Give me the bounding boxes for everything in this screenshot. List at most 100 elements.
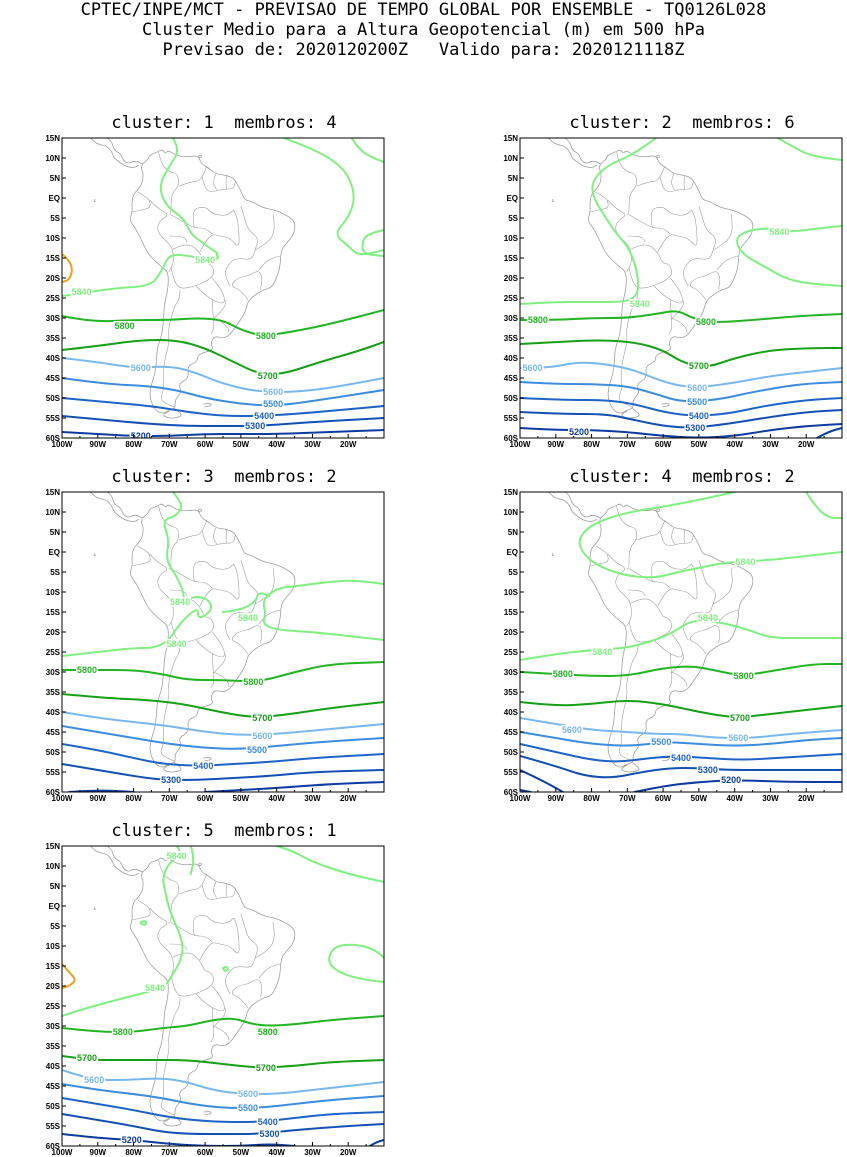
contour-label: 5400	[689, 411, 709, 421]
contour-label: 5600	[562, 725, 582, 735]
lon-label: 30W	[304, 794, 321, 803]
lat-label: EQ	[506, 194, 518, 203]
contour-label-bg	[129, 363, 152, 372]
contour-label: 5600	[728, 733, 748, 743]
contour-label-bg	[521, 363, 544, 372]
country-border	[713, 213, 733, 251]
country-border	[590, 545, 609, 567]
contour-label-bg	[251, 731, 274, 740]
lat-label: 55S	[46, 414, 61, 423]
lat-label: EQ	[48, 902, 60, 911]
lat-label: EQ	[48, 548, 60, 557]
contour-line	[275, 846, 384, 883]
contour-label: 5800	[528, 315, 548, 325]
contour-line	[62, 339, 384, 375]
lat-label: 45S	[504, 374, 519, 383]
country-border	[149, 907, 174, 981]
lat-label: 50S	[46, 394, 61, 403]
lon-label: 70W	[161, 794, 178, 803]
lon-label: 80W	[125, 1148, 142, 1157]
lat-label: 15S	[46, 254, 61, 263]
lon-label: 40W	[726, 794, 743, 803]
country-border	[195, 631, 225, 658]
contour-label: 5840	[735, 557, 755, 567]
lon-label: 90W	[90, 1148, 107, 1157]
panel-4-title: cluster: 4 membros: 2	[569, 467, 795, 487]
contour-line	[62, 1015, 384, 1033]
contour-label-bg	[687, 411, 710, 420]
lat-label: 40S	[46, 708, 61, 717]
lon-label: 90W	[548, 440, 565, 449]
lat-label: 20S	[504, 628, 519, 637]
contour-label: 5600	[84, 1075, 104, 1085]
island	[661, 403, 670, 408]
map-frame	[61, 491, 385, 793]
lon-label: 80W	[125, 794, 142, 803]
contour-label-bg	[684, 423, 707, 432]
contour-label: 5840	[698, 613, 718, 623]
map-panel-2: 5840 5840 5800 5800 5700 5600 5600 5500 5400 5300…	[503, 134, 843, 449]
map-panel-4: 5840 5840 5840 5800 5800 5700 5600 5600 55005400…	[503, 488, 843, 803]
island	[93, 552, 97, 556]
country-border	[170, 214, 213, 235]
coastline	[90, 846, 140, 876]
country-border	[169, 589, 188, 597]
country-border	[210, 653, 214, 689]
contour-line	[633, 779, 842, 792]
country-border	[255, 567, 275, 605]
contour-label: 5800	[243, 677, 263, 687]
map-frame	[519, 137, 843, 439]
lat-label: 20S	[46, 982, 61, 991]
contour-label-bg	[111, 1027, 134, 1036]
lon-label: 20W	[340, 794, 357, 803]
country-border	[192, 207, 234, 229]
lat-label: 30S	[504, 668, 519, 677]
lat-label: 10N	[503, 508, 518, 517]
lat-label: 15N	[503, 134, 518, 143]
contour-label: 5500	[263, 399, 283, 409]
country-border	[199, 563, 240, 607]
country-border	[232, 625, 263, 655]
contour-line	[222, 592, 271, 613]
coastline	[557, 138, 601, 165]
contour-label: 5200	[569, 427, 589, 437]
lat-label: 5N	[50, 528, 60, 537]
coastline	[129, 149, 296, 414]
lat-label: 40S	[504, 708, 519, 717]
contour-label: 5600	[687, 383, 707, 393]
island	[93, 906, 97, 910]
country-border	[607, 553, 632, 627]
island	[656, 508, 660, 512]
island	[203, 757, 212, 762]
header-line-3: Previsao de: 2020120200Z Valido para: 20…	[162, 40, 685, 60]
lat-label: 50S	[504, 748, 519, 757]
lat-label: 15S	[46, 608, 61, 617]
contour-label: 5400	[258, 1117, 278, 1127]
lon-label: 60W	[197, 794, 214, 803]
country-border	[657, 563, 698, 607]
lat-label: 60S	[504, 434, 519, 443]
contour-line	[62, 492, 213, 657]
contour-line	[361, 229, 384, 257]
lat-label: 35S	[504, 688, 519, 697]
contour-label: 5840	[145, 983, 165, 993]
lon-label: 20W	[340, 1148, 357, 1157]
contour-line	[62, 397, 384, 417]
country-border	[653, 631, 683, 658]
country-border	[160, 289, 181, 408]
lat-label: 10N	[45, 862, 60, 871]
contour-label: 5800	[256, 331, 276, 341]
contour-line	[62, 377, 384, 407]
contour-label: 5300	[685, 423, 705, 433]
contour-line	[62, 415, 384, 427]
contour-label-bg	[120, 1135, 143, 1144]
contour-line	[282, 138, 384, 256]
contour-label-bg	[237, 613, 260, 622]
lat-label: 10S	[504, 588, 519, 597]
lat-label: 15N	[45, 134, 60, 143]
lon-label: 90W	[90, 440, 107, 449]
contour-line	[736, 225, 842, 287]
contour-line	[805, 492, 842, 519]
contour-line	[520, 310, 842, 323]
contour-label-bg	[70, 287, 93, 296]
